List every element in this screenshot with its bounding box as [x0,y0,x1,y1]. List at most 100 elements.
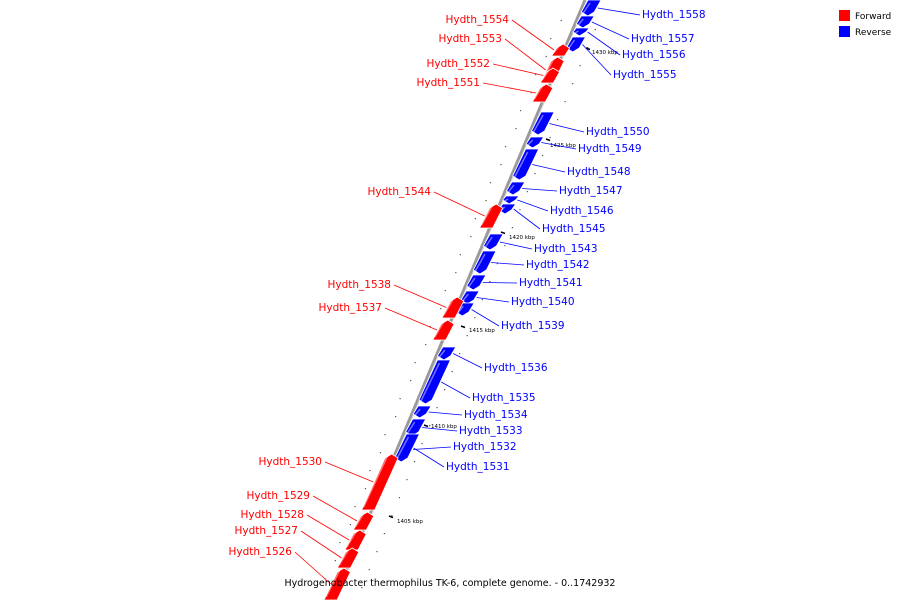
gene-label-hydth-1539[interactable]: Hydth_1539 [471,309,565,333]
gene-hydth-1542[interactable] [472,250,497,275]
tick-mark [500,231,506,235]
gene-highlight [338,550,349,566]
gene-hydth-1548[interactable] [512,148,540,181]
gene-hydth-1547[interactable] [505,181,526,196]
gene-hydth-1531[interactable] [394,433,421,463]
gene-hydth-1551[interactable] [531,83,554,103]
tick-mark [585,47,591,51]
gene-body [531,83,554,103]
gene-hydth-1537[interactable] [432,319,455,341]
gene-hydth-1554[interactable] [550,43,571,57]
gene-hydth-1528[interactable] [344,529,367,551]
gene-name: Hydth_1546 [550,205,614,217]
gene-label-hydth-1546[interactable]: Hydth_1546 [517,199,614,217]
leader-line [522,188,558,192]
gene-label-hydth-1549[interactable]: Hydth_1549 [541,142,642,156]
gene-highlight [484,236,493,248]
gene-label-hydth-1554[interactable]: Hydth_1554 [445,14,555,51]
gene-highlight [527,139,534,146]
gene-body [394,433,421,463]
gene-label-hydth-1542[interactable]: Hydth_1542 [491,259,590,271]
tick-dot [550,38,552,40]
gene-body [502,195,520,205]
gene-name: Hydth_1536 [484,362,548,374]
gene-label-hydth-1530[interactable]: Hydth_1530 [258,456,374,483]
gene-label-hydth-1527[interactable]: Hydth_1527 [234,525,342,559]
tick-dot [572,83,574,85]
gene-label-hydth-1555[interactable]: Hydth_1555 [582,44,677,82]
gene-label-hydth-1533[interactable]: Hydth_1533 [422,425,523,437]
gene-label-hydth-1551[interactable]: Hydth_1551 [416,77,537,94]
legend-item-forward[interactable]: Forward [839,10,891,22]
gene-highlight [362,456,388,508]
gene-label-hydth-1534[interactable]: Hydth_1534 [428,409,528,421]
gene-name: Hydth_1534 [464,409,528,421]
gene-hydth-1543[interactable] [482,233,504,251]
gene-hydth-1556[interactable] [572,27,591,37]
gene-label-hydth-1557[interactable]: Hydth_1557 [591,21,695,45]
gene-hydth-1538[interactable] [441,296,465,319]
gene-label-hydth-1531[interactable]: Hydth_1531 [413,447,510,473]
tick-dot [369,470,371,472]
gene-label-hydth-1526[interactable]: Hydth_1526 [228,546,331,585]
gene-hydth-1550[interactable] [531,111,555,136]
gene-name: Hydth_1526 [228,546,292,558]
gene-body [539,67,561,84]
gene-hydth-1530[interactable] [361,453,399,511]
gene-name: Hydth_1527 [234,525,298,537]
gene-hydth-1544[interactable] [478,203,504,229]
gene-label-hydth-1532[interactable]: Hydth_1532 [412,441,517,453]
leader-line [428,411,463,416]
tick-dot [414,362,416,364]
gene-label-hydth-1544[interactable]: Hydth_1544 [367,186,485,217]
legend-item-reverse[interactable]: Reverse [839,26,892,38]
gene-label-hydth-1541[interactable]: Hydth_1541 [482,277,583,289]
gene-hydth-1527[interactable] [336,547,360,569]
gene-body [418,359,452,405]
gene-name: Hydth_1541 [519,277,583,289]
tick-dot [530,92,532,94]
gene-hydth-1541[interactable] [466,274,487,291]
leader-line [492,63,544,76]
gene-label-hydth-1536[interactable]: Hydth_1536 [452,353,548,375]
gene-label-hydth-1558[interactable]: Hydth_1558 [597,7,706,21]
gene-hydth-1549[interactable] [525,136,545,149]
gene-label-hydth-1538[interactable]: Hydth_1538 [327,279,447,308]
gene-label-hydth-1537[interactable]: Hydth_1537 [318,302,438,331]
gene-hydth-1558[interactable] [580,0,602,17]
gene-label-hydth-1535[interactable]: Hydth_1535 [441,381,536,404]
gene-hydth-1546[interactable] [502,195,520,205]
gene-hydth-1526[interactable] [323,567,351,600]
gene-body [482,233,504,251]
gene-hydth-1536[interactable] [436,346,457,361]
tick-dot [334,560,336,562]
gene-hydth-1552[interactable] [539,67,561,84]
gene-label-hydth-1545[interactable]: Hydth_1545 [513,208,606,235]
gene-hydth-1557[interactable] [575,15,596,29]
gene-label-hydth-1550[interactable]: Hydth_1550 [549,123,650,139]
gene-label-hydth-1556[interactable]: Hydth_1556 [587,31,686,61]
tick-dot [459,254,461,256]
gene-label-hydth-1547[interactable]: Hydth_1547 [522,185,623,197]
gene-label-hydth-1543[interactable]: Hydth_1543 [499,241,598,255]
gene-highlight [507,184,515,193]
leader-line [504,38,546,71]
gene-label-hydth-1540[interactable]: Hydth_1540 [476,296,575,308]
gene-label-hydth-1552[interactable]: Hydth_1552 [426,58,544,76]
gene-label-hydth-1528[interactable]: Hydth_1528 [240,509,350,541]
tick-label: 1430 kbp [592,50,618,56]
tick-dot [549,137,551,139]
gene-label-hydth-1553[interactable]: Hydth_1553 [438,33,546,71]
gene-highlight [346,532,356,548]
gene-body [441,296,465,319]
leader-line [541,142,577,150]
gene-body [344,529,367,551]
gene-hydth-1534[interactable] [412,405,432,419]
gene-hydth-1535[interactable] [418,359,452,405]
gene-label-hydth-1529[interactable]: Hydth_1529 [246,490,358,522]
gene-name: Hydth_1556 [622,49,686,61]
gene-hydth-1540[interactable] [460,290,480,305]
gene-highlight [438,349,446,358]
tick-dot [594,29,596,31]
gene-label-hydth-1548[interactable]: Hydth_1548 [532,164,631,179]
